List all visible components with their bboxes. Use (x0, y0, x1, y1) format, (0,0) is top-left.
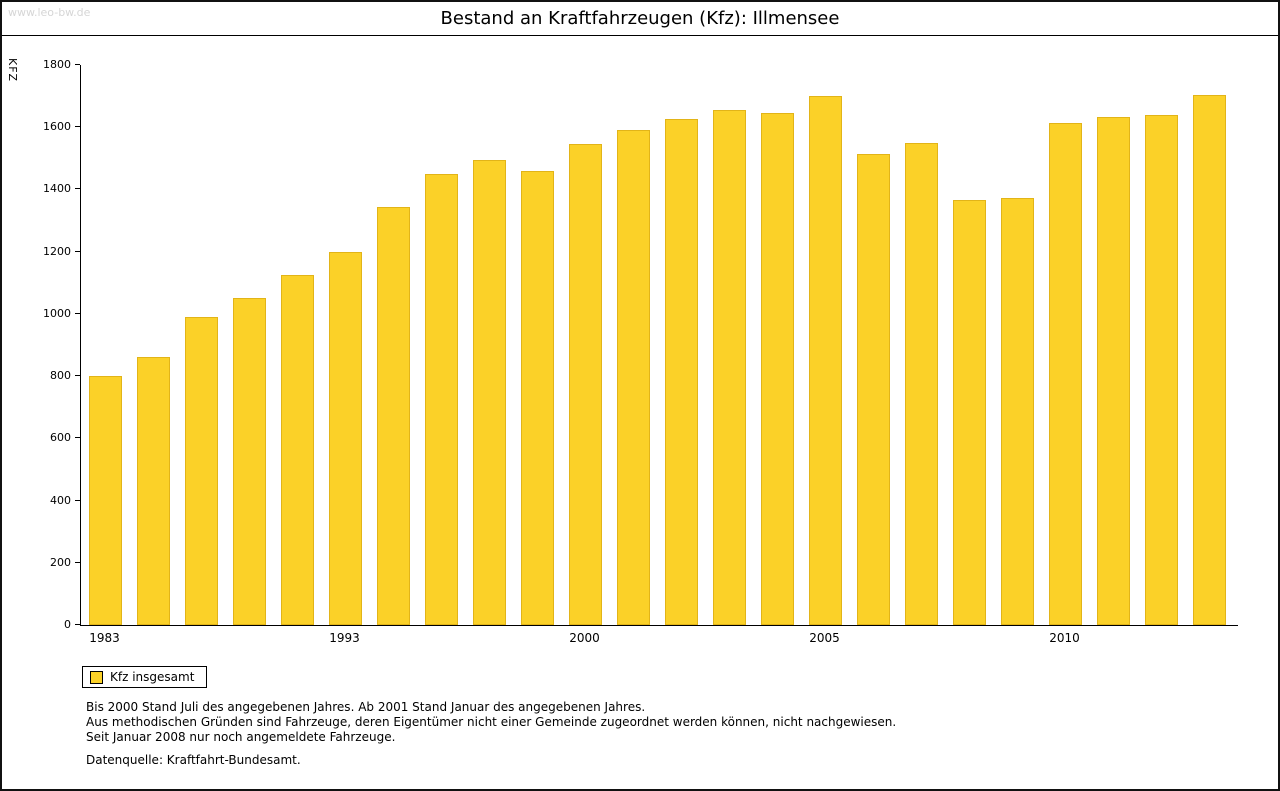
bar (1193, 95, 1226, 625)
chart-header: www.leo-bw.de Bestand an Kraftfahrzeugen… (2, 2, 1278, 36)
y-tick-label: 1200 (43, 244, 71, 258)
y-tick-label: 1800 (43, 58, 71, 71)
bar (137, 357, 170, 625)
x-axis: 1983 1993 2000 2005 2010 (80, 631, 1237, 647)
bar (569, 144, 602, 625)
y-tick-mark (75, 250, 80, 252)
source-note: Datenquelle: Kraftfahrt-Bundesamt. (86, 753, 301, 767)
x-tick-label: 1983 (89, 631, 120, 645)
bar (89, 376, 122, 625)
legend: Kfz insgesamt (82, 666, 208, 688)
bar (905, 143, 938, 625)
bar (665, 119, 698, 625)
y-tick-mark (75, 312, 80, 314)
plot-area (80, 65, 1238, 626)
y-axis: 0 200 400 600 800 1000 1200 1400 1600 1800 (2, 58, 80, 631)
watermark: www.leo-bw.de (8, 6, 91, 19)
bar (1097, 117, 1130, 625)
y-tick-label: 400 (50, 493, 71, 507)
bar (425, 174, 458, 625)
x-tick-label: 2000 (569, 631, 600, 645)
bar (473, 160, 506, 625)
y-tick-label: 0 (64, 618, 71, 631)
y-tick-label: 1600 (43, 120, 71, 134)
bar (809, 96, 842, 625)
y-tick-label: 600 (50, 431, 71, 445)
bar (617, 130, 650, 625)
bar (377, 207, 410, 625)
x-tick-label: 1993 (329, 631, 360, 645)
bar (329, 252, 362, 625)
bar (281, 275, 314, 625)
y-tick-mark (75, 499, 80, 501)
x-tick-label: 2005 (809, 631, 840, 645)
footnote-line: Seit Januar 2008 nur noch angemeldete Fa… (86, 730, 396, 744)
footnote-line: Bis 2000 Stand Juli des angegebenen Jahr… (86, 700, 646, 714)
y-tick-mark (75, 126, 80, 128)
y-tick-label: 1000 (43, 306, 71, 320)
y-axis-title: KFZ (6, 58, 19, 83)
bar (185, 317, 218, 625)
footnote-line: Aus methodischen Gründen sind Fahrzeuge,… (86, 715, 897, 729)
bar (857, 154, 890, 625)
bar (1001, 198, 1034, 625)
y-tick-mark (75, 437, 80, 439)
x-tick-label: 2010 (1049, 631, 1080, 645)
y-tick-mark (75, 561, 80, 563)
legend-swatch (90, 670, 103, 684)
bar (1145, 115, 1178, 625)
bar (233, 298, 266, 625)
bar (953, 200, 986, 625)
y-tick-label: 200 (50, 555, 71, 569)
y-tick-label: 800 (50, 369, 71, 383)
bar (761, 113, 794, 625)
legend-label: Kfz insgesamt (110, 670, 195, 684)
y-tick-label: 1400 (43, 182, 71, 196)
y-tick-mark (75, 624, 80, 625)
bar (713, 110, 746, 625)
bar (521, 171, 554, 625)
y-tick-mark (75, 188, 80, 190)
bar (1049, 123, 1082, 625)
page-title: Bestand an Kraftfahrzeugen (Kfz): Illmen… (440, 8, 840, 29)
y-tick-mark (75, 64, 80, 65)
footnotes: Bis 2000 Stand Juli des angegebenen Jahr… (86, 700, 896, 768)
y-tick-mark (75, 375, 80, 377)
